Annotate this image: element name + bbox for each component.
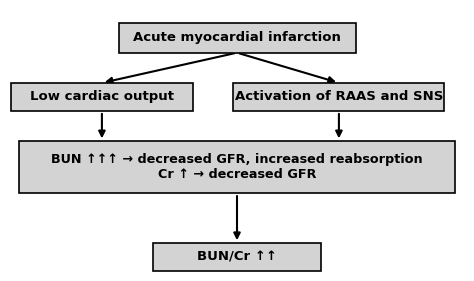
Text: Low cardiac output: Low cardiac output xyxy=(30,90,174,103)
Text: Activation of RAAS and SNS: Activation of RAAS and SNS xyxy=(235,90,443,103)
FancyBboxPatch shape xyxy=(19,141,455,193)
FancyBboxPatch shape xyxy=(153,243,321,271)
FancyBboxPatch shape xyxy=(118,23,356,53)
FancyBboxPatch shape xyxy=(10,83,193,111)
Text: BUN/Cr ↑↑: BUN/Cr ↑↑ xyxy=(197,251,277,264)
Text: BUN ↑↑↑ → decreased GFR, increased reabsorption
Cr ↑ → decreased GFR: BUN ↑↑↑ → decreased GFR, increased reabs… xyxy=(51,153,423,181)
Text: Acute myocardial infarction: Acute myocardial infarction xyxy=(133,31,341,44)
FancyBboxPatch shape xyxy=(233,83,444,111)
